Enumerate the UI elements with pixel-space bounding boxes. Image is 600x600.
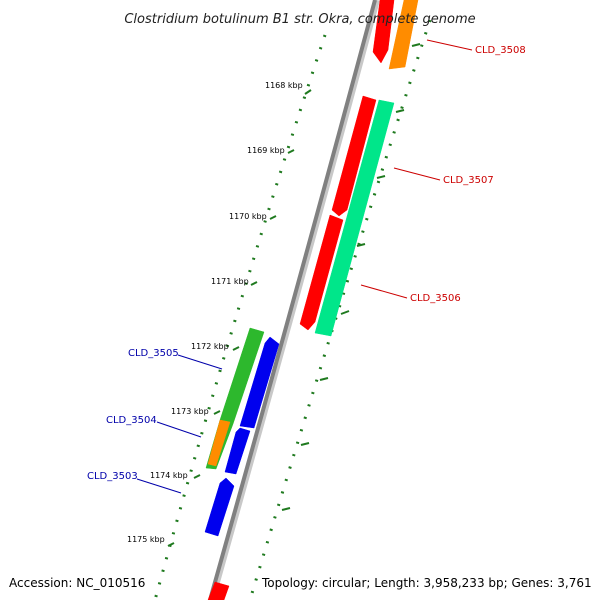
tick-mark (319, 377, 329, 381)
tick-mark (395, 109, 405, 113)
genome-backbone (208, 0, 377, 600)
tick-label: 1169 kbp (247, 146, 285, 155)
gene-label-cld-3507[interactable]: CLD_3507 (443, 175, 494, 186)
tick-mark (300, 442, 310, 446)
footer-summary-bg (258, 572, 596, 592)
gene-label-cld-3508[interactable]: CLD_3508 (475, 45, 526, 56)
footer-accession-bg (4, 572, 146, 592)
tick-label: 1172 kbp (191, 342, 229, 351)
inner-dotted-ring (248, 19, 432, 600)
gene-cld-3507-teal[interactable] (314, 99, 395, 337)
tick-labels: 1168 kbp 1169 kbp 1170 kbp 1171 kbp 1172… (127, 81, 303, 544)
gene-cld-3507-red[interactable] (331, 95, 377, 217)
tick-mark (232, 346, 240, 351)
footer-summary: Topology: circular; Length: 3,958,233 bp… (261, 576, 592, 590)
gene-labels: CLD_3508 CLD_3507 CLD_3506 CLD_3505 CLD_… (87, 45, 526, 482)
tick-mark (376, 175, 386, 179)
leader-line-cld-3503 (136, 478, 182, 494)
tick-mark (167, 542, 175, 547)
tick-label: 1174 kbp (150, 471, 188, 480)
tick-mark (281, 507, 291, 511)
tick-mark (340, 310, 350, 315)
tick-label: 1171 kbp (211, 277, 249, 286)
gene-label-cld-3504[interactable]: CLD_3504 (106, 415, 157, 426)
gene-cld-3508-red[interactable] (372, 0, 395, 64)
gene-cld-3508-orange[interactable] (388, 0, 419, 70)
tick-mark (213, 410, 221, 415)
leader-line-cld-3506 (360, 284, 408, 299)
gene-cld-3503-blue[interactable] (204, 477, 235, 537)
leader-line-cld-3505 (177, 354, 223, 370)
forward-genes (299, 0, 419, 337)
leader-line-cld-3507 (393, 167, 441, 181)
tick-mark (356, 243, 366, 247)
tick-label: 1175 kbp (127, 535, 165, 544)
gene-label-cld-3503[interactable]: CLD_3503 (87, 471, 138, 482)
tick-mark (269, 215, 277, 220)
gene-label-cld-3506[interactable]: CLD_3506 (410, 293, 461, 304)
tick-mark (250, 281, 258, 286)
tick-label: 1173 kbp (171, 407, 209, 416)
gene-label-cld-3505[interactable]: CLD_3505 (128, 348, 179, 359)
tick-mark (411, 43, 421, 47)
leader-line-cld-3504 (156, 421, 202, 438)
tick-label: 1168 kbp (265, 81, 303, 90)
leader-line-cld-3508 (426, 39, 473, 51)
tick-mark (287, 149, 295, 154)
tick-mark (304, 89, 312, 95)
major-ticks (167, 89, 312, 547)
footer-accession: Accession: NC_010516 (9, 576, 145, 590)
gene-cld-3505-blue[interactable] (239, 336, 280, 429)
gene-cld-3504-blue[interactable] (224, 427, 251, 475)
gene-cld-3504-orange[interactable] (207, 419, 231, 467)
tick-label: 1170 kbp (229, 212, 267, 221)
gene-cld-3506-red[interactable] (299, 214, 344, 331)
gene-bottom-red[interactable] (207, 581, 230, 600)
reverse-genes (204, 327, 280, 600)
outer-dotted-ring (153, 34, 327, 600)
label-leaders (136, 39, 473, 494)
tick-mark (193, 474, 201, 479)
map-title: Clostridium botulinum B1 str. Okra, comp… (124, 12, 475, 27)
